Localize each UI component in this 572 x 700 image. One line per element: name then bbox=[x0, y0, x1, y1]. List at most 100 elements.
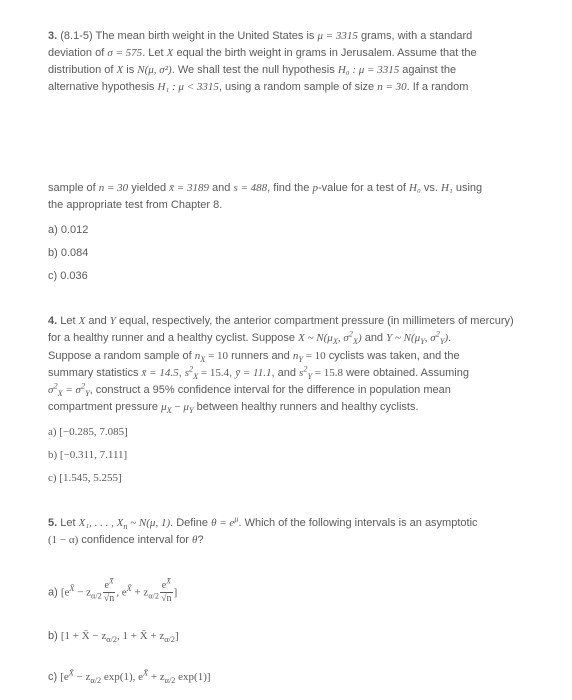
q3-l2a: deviation of bbox=[48, 47, 107, 59]
q5-l2a: (1 − α) bbox=[48, 534, 78, 546]
q5a-rb: ] bbox=[174, 586, 178, 598]
q5-option-b: b) [1 + X̄ − zα/2, 1 + X̄ + zα/2] bbox=[48, 628, 524, 645]
q3-ref: (8.1-5) bbox=[60, 30, 92, 42]
q3-n2: n = 30 bbox=[99, 182, 128, 194]
q5-l2c: ? bbox=[197, 534, 203, 546]
q3-l3b: is bbox=[123, 64, 137, 76]
q5-l1c: . Which of the following intervals is an… bbox=[238, 517, 477, 529]
q4-l2a: for a healthy runner and a healthy cycli… bbox=[48, 332, 298, 344]
q3-l3a: distribution of bbox=[48, 64, 116, 76]
q3-option-c: c) 0.036 bbox=[48, 268, 524, 285]
q3-l6: the appropriate test from Chapter 8. bbox=[48, 199, 222, 211]
q5-l1a: Let bbox=[57, 517, 78, 529]
q5-l2b: confidence interval for bbox=[78, 534, 192, 546]
q5-l1b: . Define bbox=[170, 517, 211, 529]
q5a-m2: + z bbox=[132, 586, 149, 598]
q3-l5f: using bbox=[453, 182, 482, 194]
q5a-c: , e bbox=[116, 586, 126, 598]
q3-vs: vs. bbox=[421, 182, 441, 194]
q5c-m2: + z bbox=[148, 671, 165, 683]
gap-2 bbox=[48, 285, 524, 313]
q3-l4b: , using a random sample of size bbox=[219, 81, 377, 93]
q4-l3a: Suppose a random sample of bbox=[48, 350, 195, 362]
q3-H0: H₀ : μ = 3315 bbox=[338, 64, 399, 76]
q4-l3c: cyclists was taken, and the bbox=[326, 350, 460, 362]
q5-ta: θ = e bbox=[211, 517, 234, 529]
q4-sy2b: = 15.8 bbox=[312, 367, 343, 379]
q4-l4a: summary statistics bbox=[48, 367, 142, 379]
q4-l2c: . bbox=[448, 332, 451, 344]
q4-l6a: compartment pressure bbox=[48, 401, 161, 413]
q4-and2: and bbox=[278, 367, 299, 379]
q4-l6b: between healthy runners and healthy cycl… bbox=[194, 401, 419, 413]
q5b-l: [1 + X̄ − z bbox=[61, 630, 106, 642]
q5c-pre: c) bbox=[48, 671, 60, 683]
q5a-frac1: eX̄√n bbox=[103, 581, 116, 604]
q3-l3c: . We shall test the null hypothesis bbox=[172, 64, 338, 76]
q3-l5c: and bbox=[209, 182, 233, 194]
q4-option-b: b) [−0.311, 7.111] bbox=[48, 447, 524, 464]
q3-H0v: H₀ bbox=[409, 182, 421, 194]
gap-5c bbox=[48, 645, 524, 663]
q3-l5e: -value for a test of bbox=[318, 182, 409, 194]
q3-l3d: against the bbox=[399, 64, 456, 76]
q3-n: n = 30 bbox=[377, 81, 406, 93]
q4-option-c: c) [1.545, 5.255] bbox=[48, 470, 524, 487]
q5a-m1: − z bbox=[74, 586, 91, 598]
q5a-ah2: α/2 bbox=[148, 592, 159, 601]
question-3: 3. (8.1-5) The mean birth weight in the … bbox=[48, 28, 524, 96]
q3-l5b: yielded bbox=[128, 182, 169, 194]
q3-l5d: , find the bbox=[267, 182, 312, 194]
q3-dist: N(μ, σ²) bbox=[137, 64, 171, 76]
q4-Ydist-a: Y ~ N(μ bbox=[386, 332, 420, 344]
q3-l2c: equal the birth weight in grams in Jerus… bbox=[173, 47, 476, 59]
q3-l5a: sample of bbox=[48, 182, 99, 194]
q3-l1a: The mean birth weight in the United Stat… bbox=[96, 30, 318, 42]
q3-l4c: . If a random bbox=[407, 81, 469, 93]
q5-option-a: a) [eX̄ − zα/2eX̄√n, eX̄ + zα/2eX̄√n] bbox=[48, 581, 524, 604]
q5a-frac2: eX̄√n bbox=[160, 581, 173, 604]
q3-number: 3. bbox=[48, 30, 57, 42]
q4-Xdist-a: X ~ N(μ bbox=[298, 332, 333, 344]
q5-Xseq: X₁, . . . , X bbox=[79, 517, 124, 529]
q3-option-a: a) 0.012 bbox=[48, 222, 524, 239]
q4-l5a: , construct a 95% confidence interval fo… bbox=[90, 384, 451, 396]
q4-l4b: were obtained. Assuming bbox=[343, 367, 469, 379]
question-4: 4. Let X and Y equal, respectively, the … bbox=[48, 313, 524, 415]
question-3-cont: sample of n = 30 yielded x̄ = 3189 and s… bbox=[48, 180, 524, 214]
q3-l1b: grams, with a standard bbox=[358, 30, 472, 42]
q5-dist: ~ N(μ, 1) bbox=[127, 517, 170, 529]
q5b-pre: b) bbox=[48, 630, 61, 642]
q4-l1a: Let bbox=[57, 315, 78, 327]
q4-number: 4. bbox=[48, 315, 57, 327]
q3-l2b: . Let bbox=[142, 47, 166, 59]
q4-Ydist-b: , σ bbox=[425, 332, 436, 344]
q5a-ah1: α/2 bbox=[91, 592, 102, 601]
q4-l2b: and bbox=[362, 332, 386, 344]
q5b-c: , 1 + X̄ + z bbox=[117, 630, 164, 642]
q5a-pre: a) bbox=[48, 586, 61, 598]
q5c-e2: exp(1)] bbox=[175, 671, 210, 683]
q4-Xdist-b: , σ bbox=[338, 332, 349, 344]
q3-sigma: σ = 575 bbox=[107, 47, 142, 59]
q5c-m1: − z bbox=[74, 671, 91, 683]
q5c-ah2: α/2 bbox=[165, 676, 176, 685]
q5c-l: [e bbox=[60, 671, 69, 683]
q3-l4a: alternative hypothesis bbox=[48, 81, 157, 93]
q4-ybar: ȳ = 11.1 bbox=[235, 367, 271, 379]
q3-H1v: H₁ bbox=[441, 182, 453, 194]
q3-mu: μ = 3315 bbox=[317, 30, 357, 42]
q5b-ah2: α/2 bbox=[164, 635, 175, 644]
q4-nyv: = 10 bbox=[303, 350, 326, 362]
q5c-e1: exp(1), e bbox=[101, 671, 143, 683]
q5-number: 5. bbox=[48, 517, 57, 529]
q4-nxv: = 10 bbox=[205, 350, 228, 362]
q4-sxm: = σ bbox=[63, 384, 81, 396]
q5b-ah1: α/2 bbox=[106, 635, 117, 644]
q5b-r: ] bbox=[175, 630, 179, 642]
q3-xbar: x̄ = 3189 bbox=[169, 182, 209, 194]
q4-l1b: equal, respectively, the anterior compar… bbox=[116, 315, 514, 327]
gap-5a bbox=[48, 557, 524, 575]
gap-5b bbox=[48, 604, 524, 622]
q5c-ah1: α/2 bbox=[90, 676, 101, 685]
